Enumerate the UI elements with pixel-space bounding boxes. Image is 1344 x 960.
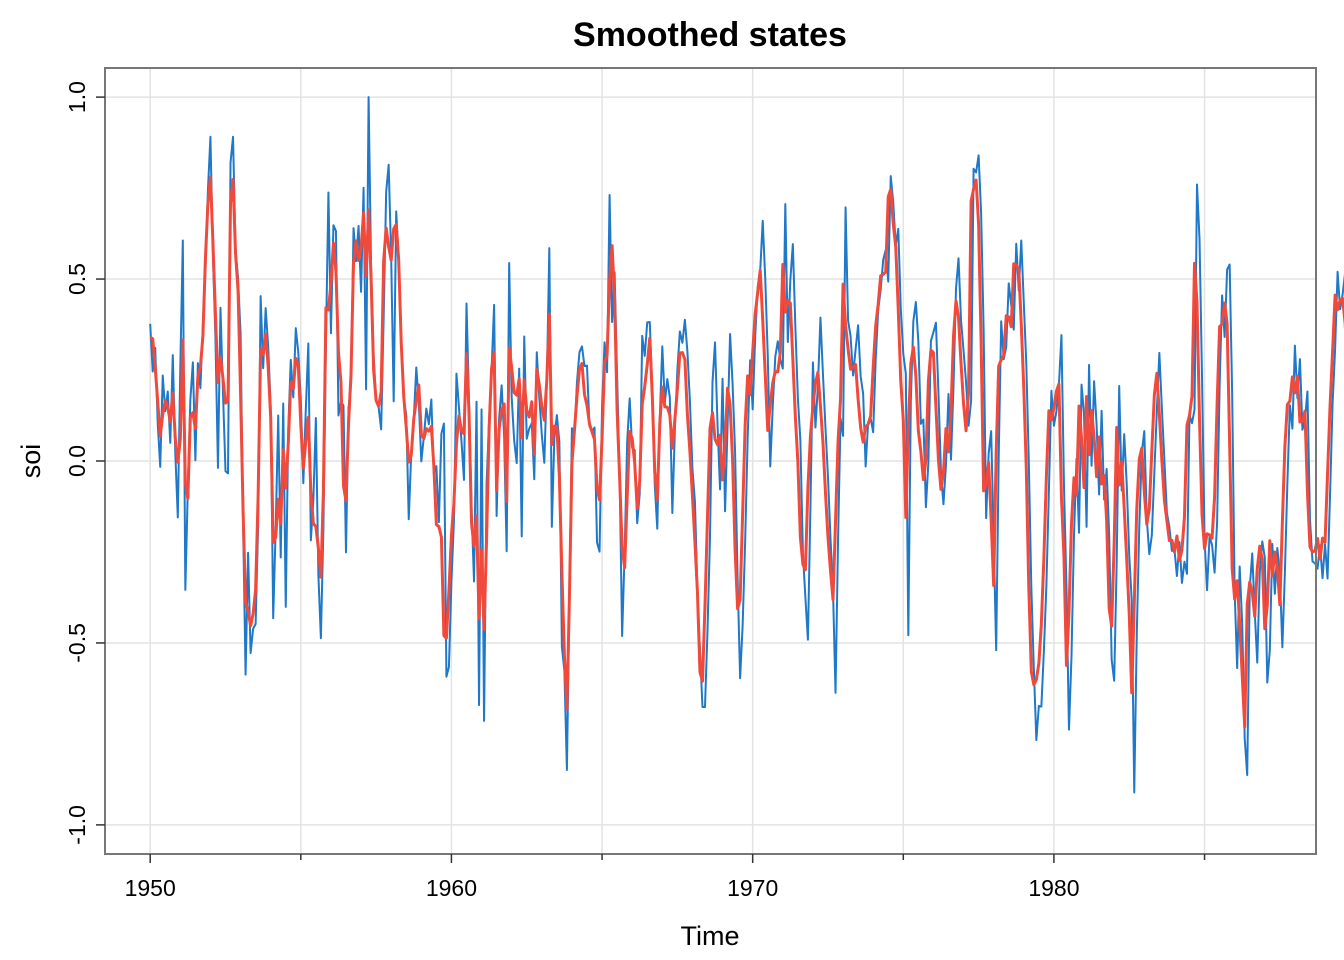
- x-tick-label: 1950: [125, 875, 176, 901]
- y-tick-label: 0.0: [64, 445, 90, 477]
- y-axis-label: soi: [16, 444, 46, 479]
- axes: 1950 1960 1970 1980 -1.0 -0.5 0.0 0.5 1.0: [64, 81, 1206, 901]
- x-tick-label: 1970: [727, 875, 778, 901]
- y-tick-label: 1.0: [64, 81, 90, 113]
- smoothed-series-line: [149, 175, 1344, 729]
- x-tick-label: 1980: [1028, 875, 1079, 901]
- y-tick-label: -1.0: [64, 805, 90, 845]
- grid: [105, 68, 1316, 854]
- y-tick-label: -0.5: [64, 623, 90, 663]
- observed-series-line: [149, 96, 1344, 794]
- x-tick-label: 1960: [426, 875, 477, 901]
- y-tick-label: 0.5: [64, 263, 90, 295]
- series-layer: [149, 96, 1344, 794]
- chart-title: Smoothed states: [573, 16, 847, 54]
- x-axis-label: Time: [681, 921, 740, 951]
